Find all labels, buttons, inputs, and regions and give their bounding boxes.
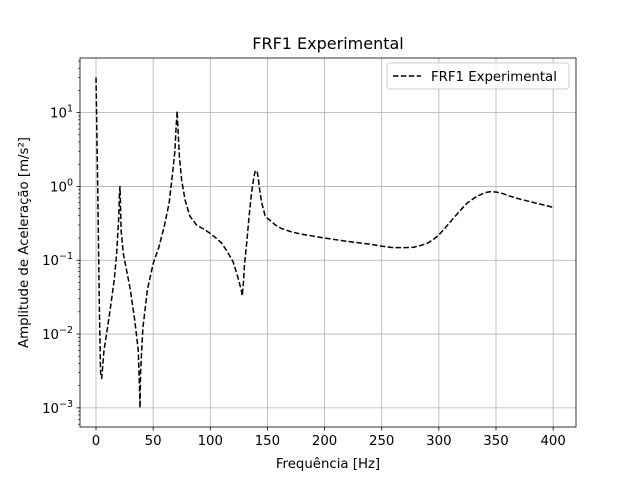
x-axis: 0 50 100 150 200 250 300 350 400 xyxy=(92,427,566,449)
x-tick-label: 0 xyxy=(92,434,100,449)
x-tick-label: 100 xyxy=(198,434,223,449)
y-tick-label: 10−3 xyxy=(42,399,73,417)
y-axis: 10−3 10−2 10−1 100 101 xyxy=(42,60,80,425)
axes-frame xyxy=(79,57,577,428)
grid xyxy=(80,58,576,427)
legend-label: FRF1 Experimental xyxy=(431,70,557,85)
y-tick-label: 101 xyxy=(50,104,73,122)
plot-area xyxy=(95,77,554,409)
x-tick-label: 50 xyxy=(145,434,162,449)
legend-box xyxy=(386,62,570,90)
x-tick-label: 300 xyxy=(426,434,451,449)
legend: FRF1 Experimental xyxy=(386,62,570,90)
x-tick-label: 400 xyxy=(540,434,565,449)
chart-title: FRF1 Experimental xyxy=(252,34,403,53)
y-axis-label: Amplitude de Aceleração [m/s²] xyxy=(17,137,32,348)
y-tick-label: 10−1 xyxy=(42,251,73,269)
x-axis-label: Frequência [Hz] xyxy=(276,456,380,472)
y-tick-label: 100 xyxy=(50,177,73,195)
x-tick-label: 250 xyxy=(369,434,394,449)
x-tick-label: 350 xyxy=(483,434,508,449)
y-tick-label: 10−2 xyxy=(42,325,73,343)
x-tick-label: 200 xyxy=(312,434,337,449)
series-line xyxy=(95,77,554,409)
x-tick-label: 150 xyxy=(255,434,280,449)
